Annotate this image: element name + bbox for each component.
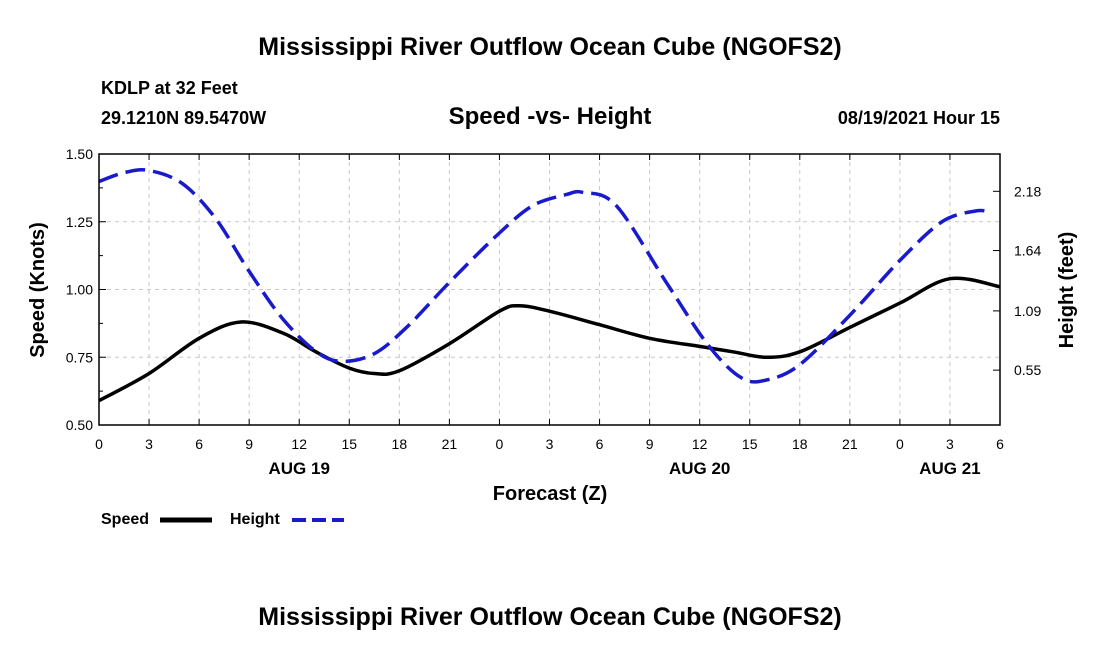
legend-speed-label: Speed bbox=[101, 511, 149, 528]
chart-subtitle: Speed -vs- Height bbox=[449, 103, 652, 130]
x-tick-label: 6 bbox=[996, 436, 1004, 452]
y-left-tick-label: 1.50 bbox=[66, 146, 93, 162]
series-lines bbox=[98, 168, 1001, 403]
x-tick-label: 12 bbox=[692, 436, 708, 452]
x-tick-label: 3 bbox=[546, 436, 554, 452]
speed-series-line bbox=[98, 276, 1001, 403]
timestamp-label: 08/19/2021 Hour 15 bbox=[838, 108, 1000, 128]
x-tick-label: 18 bbox=[792, 436, 808, 452]
axis-ticks: 0 3 6 9 12 15 18 21 0 3 6 9 12 15 18 21 0 3 6 AUG 19 AUG 20 A… bbox=[66, 146, 1042, 478]
x-tick-label: 21 bbox=[442, 436, 458, 452]
x-tick-label: 18 bbox=[392, 436, 408, 452]
x-axis-label: Forecast (Z) bbox=[493, 483, 607, 505]
x-tick-label: 9 bbox=[646, 436, 654, 452]
x-tick-label: 3 bbox=[145, 436, 153, 452]
x-tick-label: 15 bbox=[341, 436, 357, 452]
coordinates-label: 29.1210N 89.5470W bbox=[101, 108, 266, 128]
plot-frame bbox=[98, 153, 1001, 426]
y-right-tick-label: 1.64 bbox=[1014, 243, 1041, 259]
y-left-tick-label: 0.50 bbox=[66, 417, 93, 433]
x-tick-label: 0 bbox=[496, 436, 504, 452]
x-tick-label: 0 bbox=[95, 436, 103, 452]
y-left-tick-label: 1.00 bbox=[66, 282, 93, 298]
y-right-tick-label: 1.09 bbox=[1014, 303, 1041, 319]
x-date-label: AUG 19 bbox=[269, 459, 330, 478]
chart-title: Mississippi River Outflow Ocean Cube (NG… bbox=[258, 33, 841, 61]
x-tick-label: 9 bbox=[245, 436, 253, 452]
height-series-line bbox=[98, 168, 992, 384]
x-tick-label: 15 bbox=[742, 436, 758, 452]
y-left-tick-label: 1.25 bbox=[66, 214, 93, 230]
legend-height-label: Height bbox=[230, 511, 280, 528]
footer-title: Mississippi River Outflow Ocean Cube (NG… bbox=[258, 603, 841, 631]
station-label: KDLP at 32 Feet bbox=[101, 78, 238, 98]
x-tick-label: 21 bbox=[842, 436, 858, 452]
x-tick-label: 12 bbox=[291, 436, 307, 452]
y-axis-right-label: Height (feet) bbox=[1056, 232, 1078, 349]
y-axis-left-label: Speed (Knots) bbox=[27, 222, 49, 358]
x-tick-label: 6 bbox=[195, 436, 203, 452]
x-tick-label: 0 bbox=[896, 436, 904, 452]
legend: Speed Height bbox=[101, 511, 344, 528]
x-date-label: AUG 20 bbox=[669, 459, 730, 478]
grid bbox=[99, 154, 1000, 425]
y-right-tick-label: 0.55 bbox=[1014, 362, 1041, 378]
x-date-label: AUG 21 bbox=[919, 459, 980, 478]
y-right-tick-label: 2.18 bbox=[1014, 183, 1041, 199]
x-tick-label: 3 bbox=[946, 436, 954, 452]
y-left-tick-label: 0.75 bbox=[66, 349, 93, 365]
x-tick-label: 6 bbox=[596, 436, 604, 452]
